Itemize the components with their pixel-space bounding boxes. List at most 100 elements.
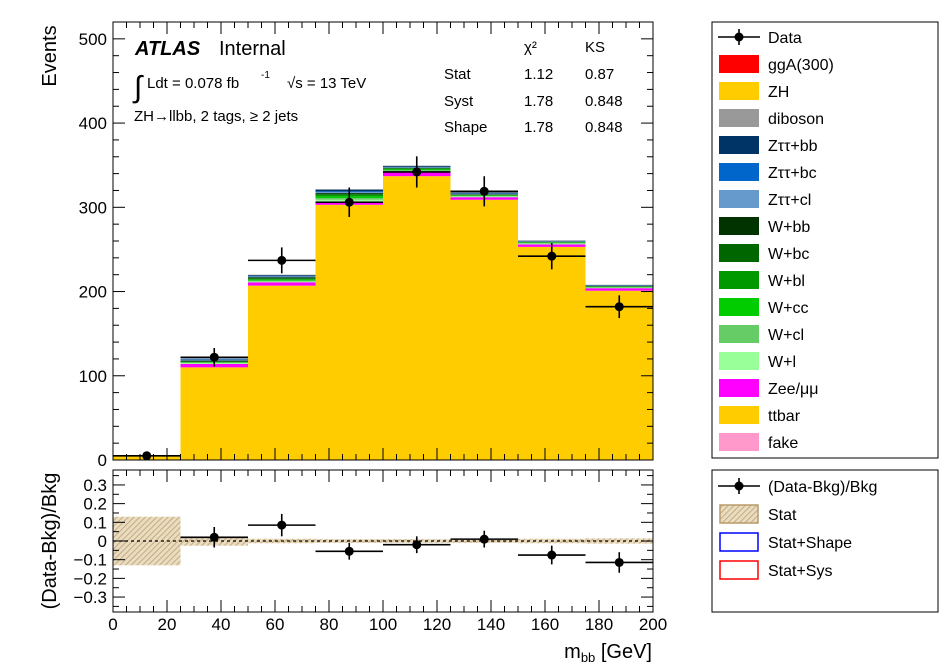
ratio-point [277,520,287,530]
legend-swatch [719,244,759,262]
ratio-point [479,534,489,544]
y-tick-label: 500 [79,30,107,49]
x-tick-label: 200 [639,615,667,634]
gof-ks-value: 0.848 [585,93,623,110]
gof-header-ks: KS [585,39,605,56]
ratio-point [614,557,624,567]
stack-bar-segment [315,204,383,460]
lumi-label: Ldt = 0.078 fb [147,75,239,92]
ratio-legend-label: Stat [768,507,797,524]
x-tick-label: 40 [212,615,231,634]
legend-swatch [719,136,759,154]
legend-label: W+l [768,354,796,371]
data-point [479,186,489,196]
ratio-legend-swatch [719,532,759,552]
legend-swatch [719,379,759,397]
lumi-unit-exponent: -1 [261,70,270,81]
gof-ks-value: 0.87 [585,66,614,83]
main-y-axis-label: Events [39,25,61,86]
y-tick-label: 300 [79,198,107,217]
x-axis-label-unit: [GeV] [595,641,652,663]
stack-bar-segment [450,199,518,460]
gof-row-label: Shape [444,119,487,136]
legend-label: Zee/μμ [768,381,818,398]
x-tick-label: 80 [320,615,339,634]
y-tick-label: 200 [79,283,107,302]
legend-label: Zττ+bc [768,165,817,182]
data-point [277,255,287,265]
ratio-y-tick-label: −0.1 [73,551,107,570]
ratio-legend-marker-point [734,481,744,491]
gof-ks-value: 0.848 [585,119,623,136]
legend-label: fake [768,435,798,452]
legend-label: Data [768,30,802,47]
legend-label: W+bl [768,273,805,290]
legend-swatch [719,352,759,370]
lumi-integral-symbol: ∫ [132,71,144,104]
x-axis-label-subscript: bb [581,650,595,665]
x-tick-label: 180 [585,615,613,634]
main-y-axis: 0 100 200 300 400 500 [79,30,653,470]
ratio-legend-label: Stat+Sys [768,563,832,580]
gof-chi2-value: 1.12 [524,66,553,83]
x-tick-label: 140 [477,615,505,634]
legend-swatch [719,82,759,100]
internal-label: Internal [219,38,286,60]
x-tick-label: 60 [266,615,285,634]
x-tick-label: 160 [531,615,559,634]
gof-table: χ² KS Stat 1.12 0.87 Syst 1.78 0.848 Sha… [444,39,623,136]
y-tick-label: 0 [98,451,107,470]
ratio-point [344,546,354,556]
ratio-legend: (Data-Bkg)/Bkg Stat Stat+Shape Stat+Sys [711,469,939,613]
ratio-y-axis-label: (Data-Bkg)/Bkg [39,473,61,610]
x-axis-label-main: m [564,641,581,663]
ratio-legend-label: (Data-Bkg)/Bkg [768,479,877,496]
ratio-data-points [180,513,653,573]
stack-bar-segment [383,176,451,460]
ratio-point [547,550,557,560]
ratio-point [412,540,422,550]
main-panel: 0 100 200 300 400 500 Events ATLAS Internal ∫… [39,21,654,470]
gof-row-label: Stat [444,66,472,83]
main-stack-histogram [113,165,653,460]
gof-chi2-value: 1.78 [524,93,553,110]
x-tick-label: 20 [158,615,177,634]
stack-bar-segment [585,288,653,291]
ratio-legend-swatch [719,560,759,580]
gof-chi2-value: 1.78 [524,119,553,136]
legend-swatch [719,271,759,289]
stack-bar-segment [248,276,316,278]
legend-label: ggA(300) [768,57,834,74]
legend-label: ZH [768,84,789,101]
gof-header-chi2: χ² [524,39,537,56]
x-axis-label: mbb [GeV] [564,641,652,665]
ratio-y-tick-label: 0.2 [83,495,107,514]
stack-bar-segment [518,246,586,460]
stack-bar-segment [248,277,316,279]
atlas-label: ATLAS [134,38,201,60]
legend-label: Zττ+bb [768,138,818,155]
main-x-axis-ticks [112,22,654,460]
legend-label: ttbar [768,408,801,425]
legend-label: Zττ+cl [768,192,811,209]
data-point [547,251,557,261]
legend-label: W+bc [768,246,809,263]
legend-swatch [719,433,759,451]
stack-bar-segment [248,281,316,283]
ratio-panel: −0.3−0.2−0.100.10.20.3 0 20 40 60 80 100 120 14… [39,469,667,665]
x-tick-label: 100 [369,615,397,634]
ratio-point [209,532,219,542]
legend-swatch [719,190,759,208]
legend-swatch [719,298,759,316]
data-point [614,302,624,312]
stack-bar-segment [248,280,316,282]
ratio-y-axis: −0.3−0.2−0.100.10.20.3 [73,475,653,607]
legend-swatch [719,325,759,343]
stack-bar-segment [248,282,316,286]
ratio-legend-label: Stat+Shape [768,535,852,552]
region-label: ZH→llbb, 2 tags, ≥ 2 jets [134,108,298,125]
x-tick-label: 0 [108,615,117,634]
legend-swatch [719,163,759,181]
ratio-y-tick-label: −0.2 [73,569,107,588]
